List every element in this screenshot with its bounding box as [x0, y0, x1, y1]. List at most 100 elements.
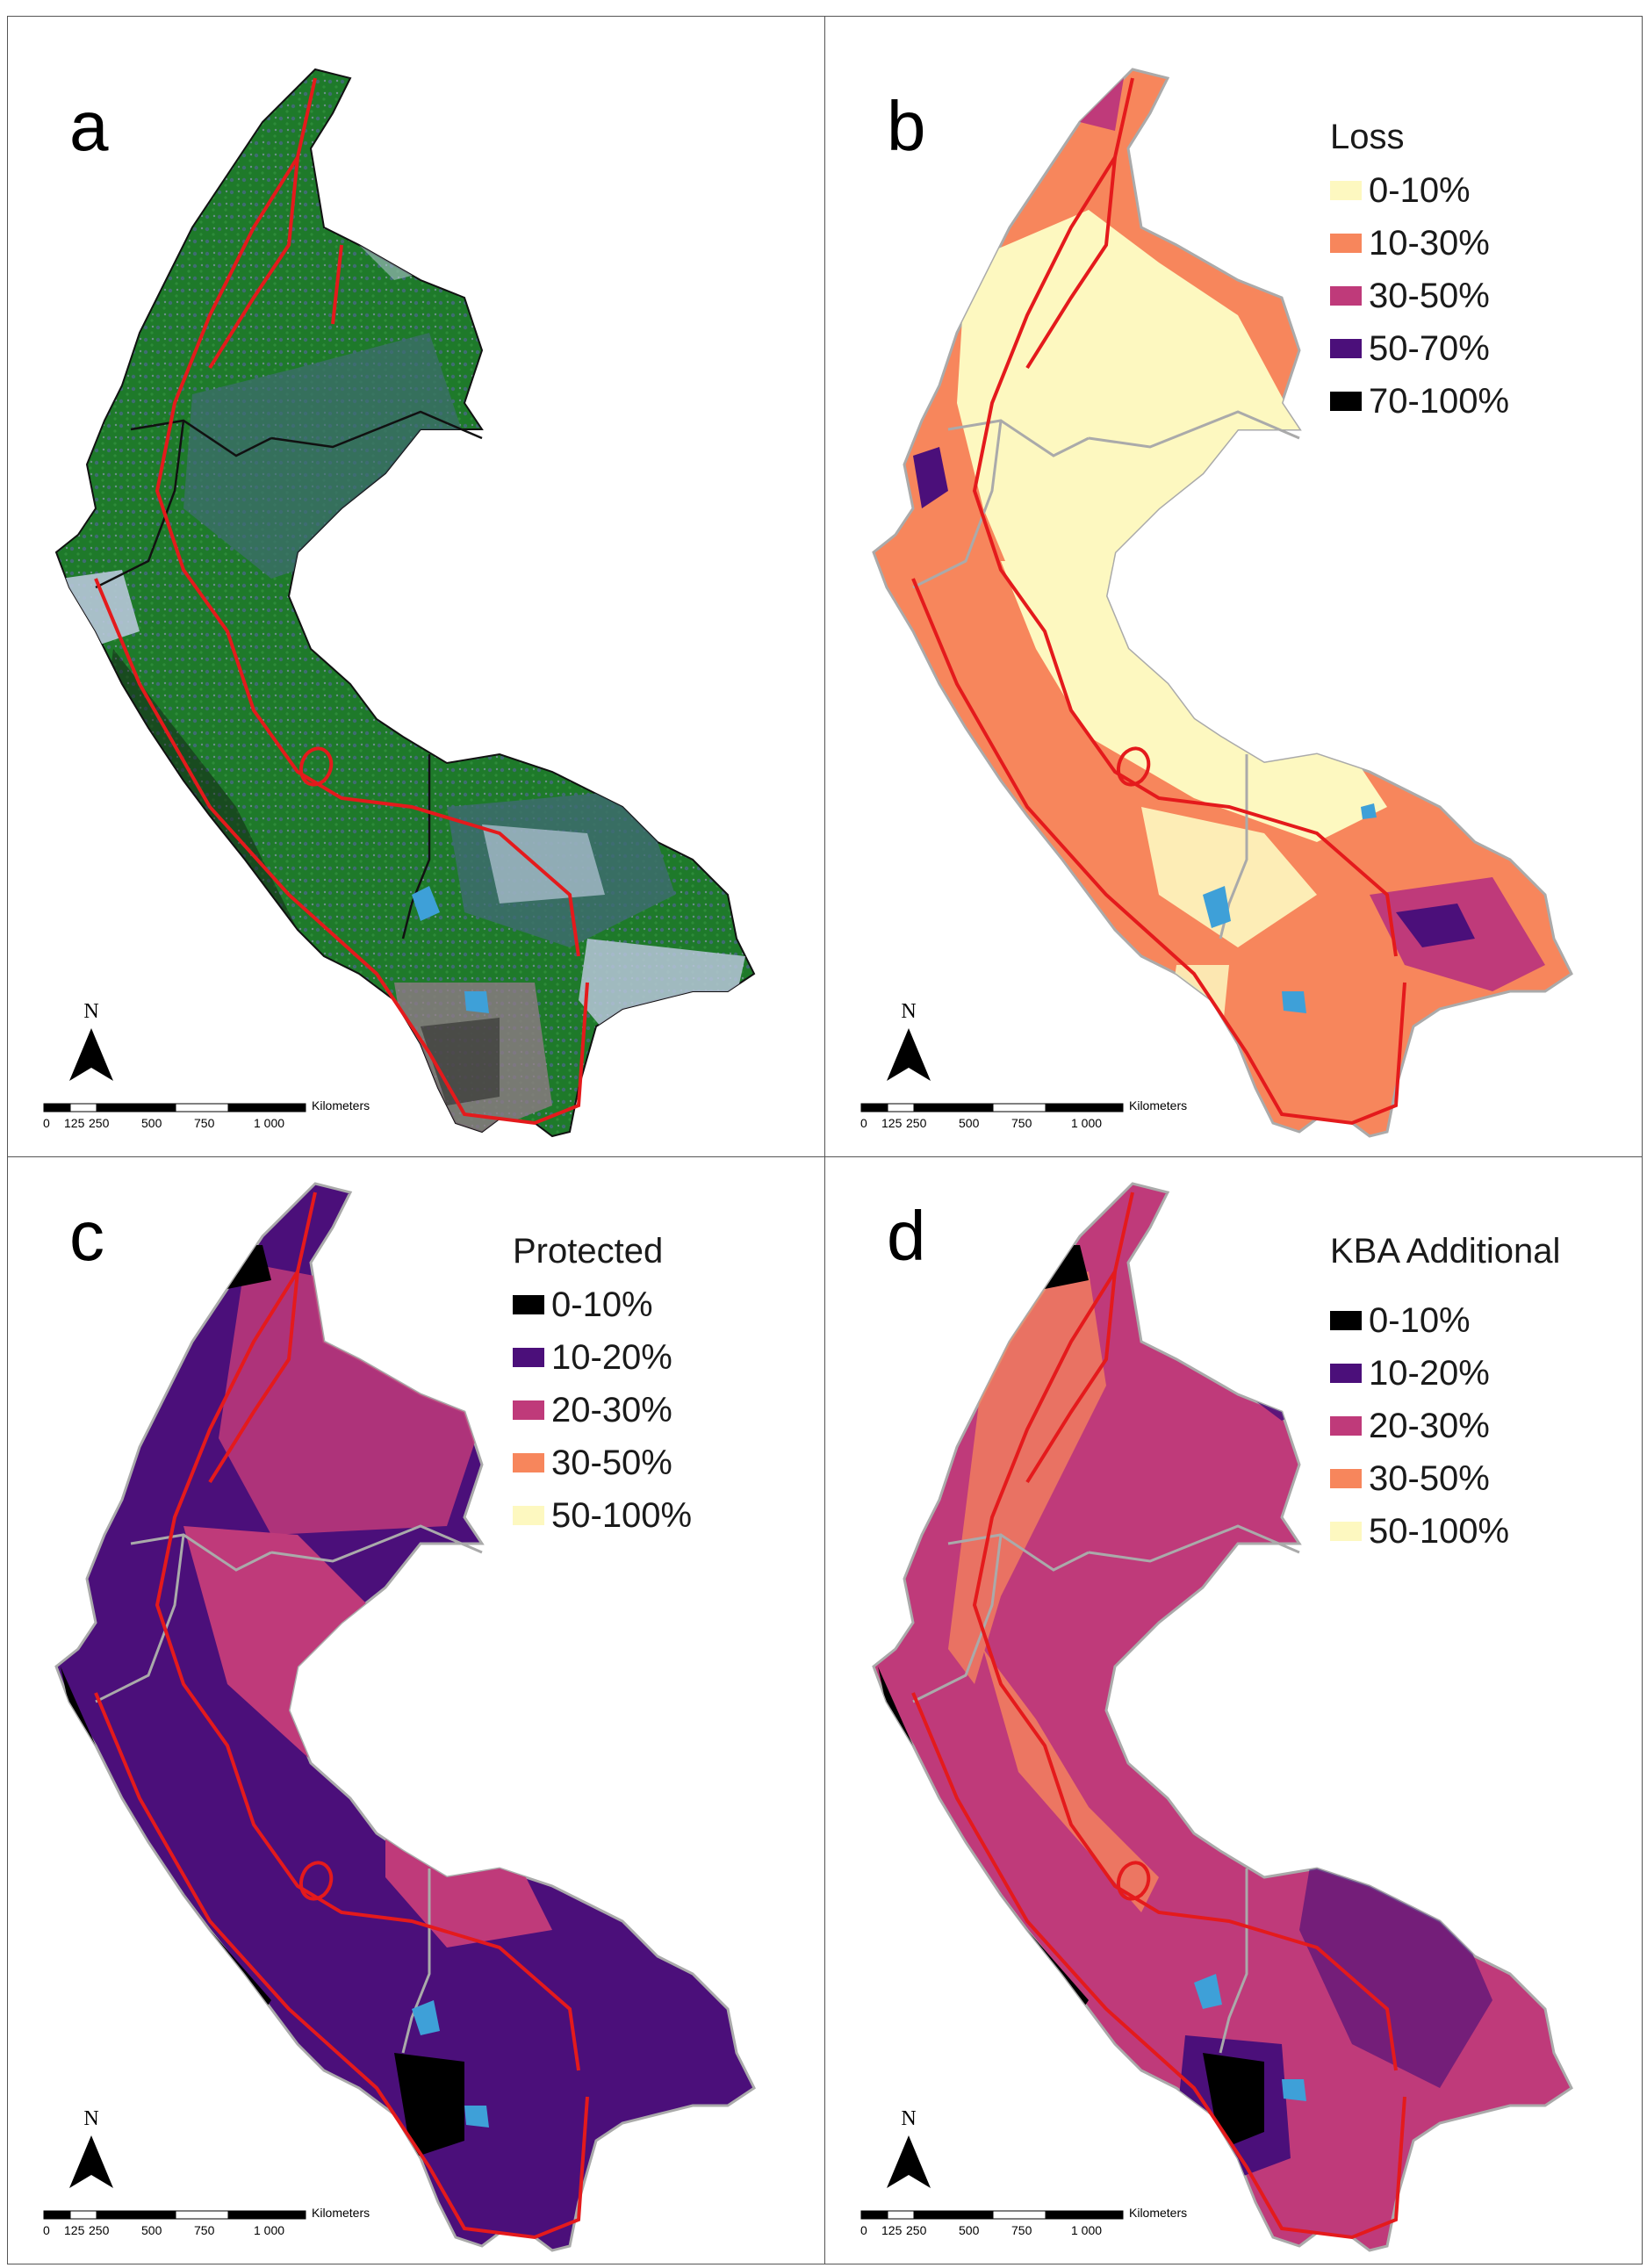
scale-tick-label: 125 [64, 2223, 85, 2237]
legend-label: 0-10% [1369, 170, 1471, 210]
legend-item: 70-100% [1330, 375, 1509, 428]
legend-label: 30-50% [1369, 1458, 1490, 1498]
scale-tick-label: 1 000 [1071, 2223, 1103, 2237]
land-cover-map [54, 68, 756, 1138]
scale-bar-graphic [43, 2210, 306, 2220]
north-letter: N [83, 1000, 99, 1023]
scale-unit: Kilometers [1129, 1098, 1188, 1112]
legend-swatch [1330, 1311, 1362, 1330]
legend-label: 10-20% [1369, 1353, 1490, 1393]
panel-c: c Protected 0-10% 10-20% 20-30% 30-50% 50-10… [7, 1156, 825, 2264]
north-letter: N [901, 1000, 917, 1023]
panel-letter: c [69, 1197, 104, 1275]
legend-swatch [1330, 392, 1362, 411]
scale-tick-label: 500 [959, 2223, 980, 2237]
scale-tick-label: 0 [43, 1116, 50, 1130]
legend-swatch [1330, 339, 1362, 358]
scale-tick-label: 500 [141, 2223, 162, 2237]
scale-bar: Kilometers 0 125 250 500 750 1 000 [860, 2206, 1229, 2241]
scale-tick-label: 250 [906, 1116, 927, 1130]
protected-map [54, 1182, 756, 2252]
north-letter: N [901, 2107, 917, 2130]
scale-tick-label: 250 [89, 2223, 110, 2237]
legend-item: 30-50% [1330, 1452, 1560, 1505]
legend-swatch [513, 1295, 544, 1314]
scale-bar-graphic [860, 2210, 1124, 2220]
panel-d: d KBA Additional 0-10% 10-20% 20-30% 30-50%… [824, 1156, 1643, 2264]
scale-bar-graphic [860, 1103, 1124, 1112]
scale-tick-label: 500 [141, 1116, 162, 1130]
legend-item: 0-10% [1330, 164, 1509, 217]
scale-unit: Kilometers [312, 2206, 370, 2220]
legend: KBA Additional 0-10% 10-20% 20-30% 30-50% 50… [1330, 1232, 1560, 1558]
north-arrow: N [61, 1000, 122, 1090]
legend-label: 50-100% [1369, 1511, 1510, 1551]
legend-item: 20-30% [513, 1384, 692, 1436]
scale-tick-label: 0 [43, 2223, 50, 2237]
legend-label: 20-30% [551, 1390, 672, 1429]
legend-swatch [1330, 234, 1362, 253]
scale-tick-label: 0 [860, 1116, 867, 1130]
legend-swatch [513, 1400, 544, 1420]
scale-bar: Kilometers 0 125 250 500 750 1 000 [43, 2206, 412, 2241]
scale-tick-label: 1 000 [254, 2223, 285, 2237]
scale-tick-label: 750 [1011, 1116, 1032, 1130]
north-arrow-icon [69, 1028, 113, 1081]
scale-tick-label: 750 [194, 1116, 215, 1130]
legend-title: Protected [513, 1232, 664, 1271]
panel-letter: d [887, 1197, 926, 1275]
scale-unit: Kilometers [1129, 2206, 1188, 2220]
legend-swatch [513, 1348, 544, 1367]
legend-label: 20-30% [1369, 1406, 1490, 1445]
legend-swatch [1330, 286, 1362, 306]
north-arrow-icon [69, 2135, 113, 2188]
legend-item: 50-100% [513, 1489, 692, 1542]
legend-label: 30-50% [551, 1443, 672, 1482]
legend-item: 10-30% [1330, 217, 1509, 270]
panel-a: a N Kilometers 0 125 250 500 750 1 000 [7, 16, 825, 1157]
legend-item: 0-10% [1330, 1294, 1560, 1347]
north-arrow-icon [887, 1028, 931, 1081]
scale-tick-label: 125 [64, 1116, 85, 1130]
legend-swatch [513, 1453, 544, 1472]
legend-label: 70-100% [1369, 381, 1510, 421]
legend-item: 30-50% [513, 1436, 692, 1489]
scale-bar-graphic [43, 1103, 306, 1112]
north-arrow: N [878, 1000, 939, 1090]
kba-additional-map [872, 1182, 1573, 2252]
scale-tick-label: 125 [881, 2223, 903, 2237]
legend-swatch [1330, 1522, 1362, 1541]
scale-bar: Kilometers 0 125 250 500 750 1 000 [860, 1098, 1229, 1134]
scale-bar: Kilometers 0 125 250 500 750 1 000 [43, 1098, 412, 1134]
legend-swatch [513, 1506, 544, 1525]
scale-tick-label: 0 [860, 2223, 867, 2237]
scale-tick-label: 125 [881, 1116, 903, 1130]
legend: Protected 0-10% 10-20% 20-30% 30-50% 50-100% [513, 1232, 692, 1542]
scale-unit: Kilometers [312, 1098, 370, 1112]
scale-tick-label: 1 000 [254, 1116, 285, 1130]
legend-label: 10-20% [551, 1337, 672, 1377]
panel-letter: a [69, 87, 109, 165]
north-arrow-icon [887, 2135, 931, 2188]
legend-title: Loss [1330, 118, 1405, 156]
legend-swatch [1330, 1416, 1362, 1436]
legend-item: 50-100% [1330, 1505, 1560, 1558]
legend-item: 20-30% [1330, 1400, 1560, 1452]
legend-swatch [1330, 1469, 1362, 1488]
scale-tick-label: 250 [906, 2223, 927, 2237]
scale-tick-label: 750 [1011, 2223, 1032, 2237]
legend-label: 30-50% [1369, 276, 1490, 315]
scale-tick-label: 1 000 [1071, 1116, 1103, 1130]
panel-letter: b [887, 87, 926, 165]
scale-tick-label: 500 [959, 1116, 980, 1130]
north-letter: N [83, 2107, 99, 2130]
scale-tick-label: 250 [89, 1116, 110, 1130]
legend-label: 0-10% [551, 1285, 653, 1324]
legend-item: 10-20% [1330, 1347, 1560, 1400]
legend-item: 50-70% [1330, 322, 1509, 375]
north-arrow: N [61, 2107, 122, 2197]
north-arrow: N [878, 2107, 939, 2197]
legend-label: 0-10% [1369, 1300, 1471, 1340]
legend-swatch [1330, 181, 1362, 200]
legend-label: 50-100% [551, 1495, 693, 1535]
